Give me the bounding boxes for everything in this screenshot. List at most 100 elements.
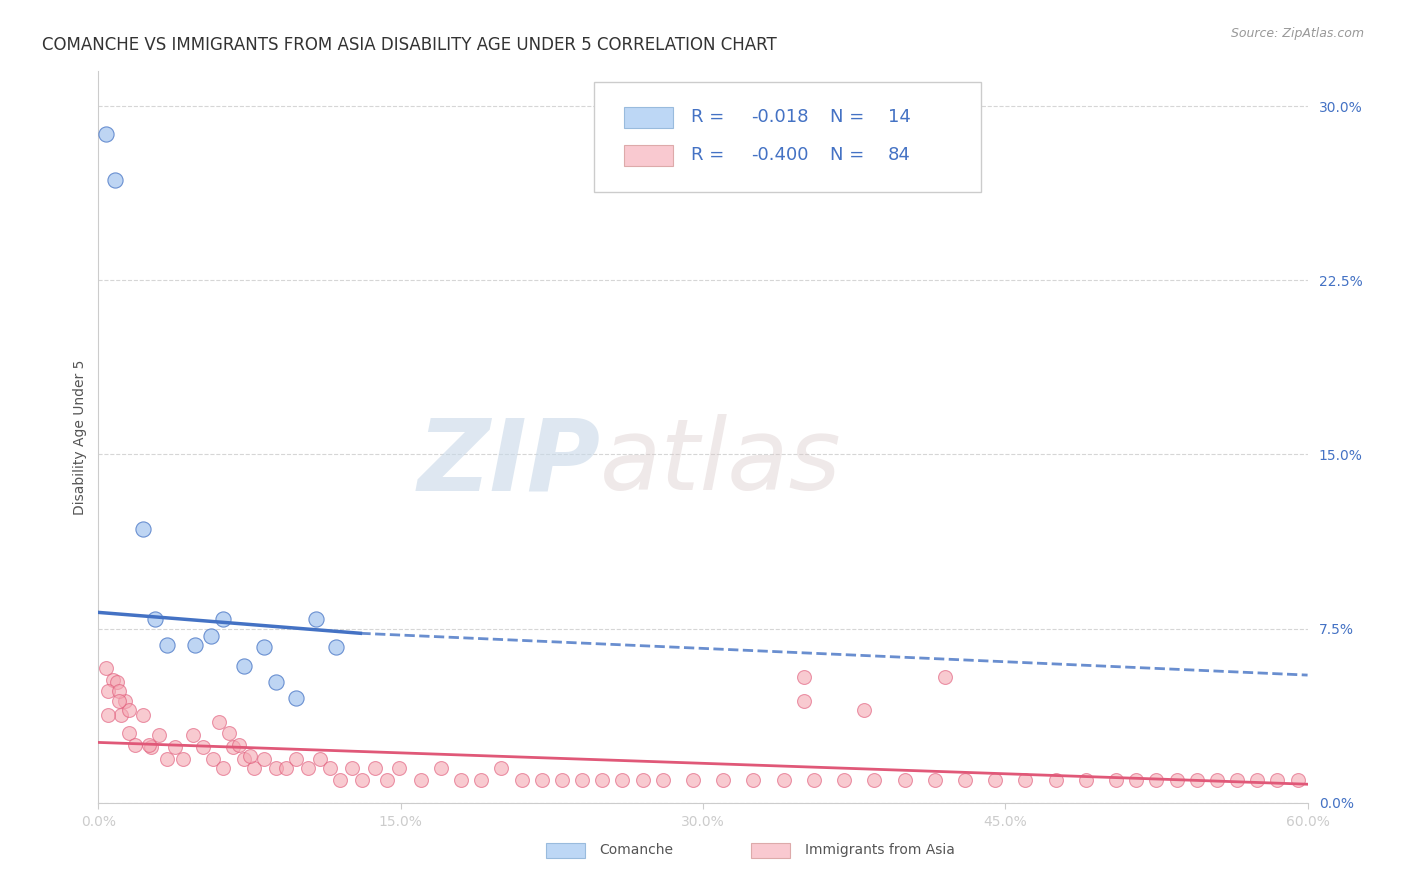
Point: [103, 173, 125, 187]
Point: [682, 772, 704, 787]
Point: [264, 675, 287, 690]
Point: [124, 738, 146, 752]
Point: [319, 761, 342, 775]
Point: [388, 761, 411, 775]
Point: [232, 658, 254, 673]
Point: [212, 761, 235, 775]
Text: Comanche: Comanche: [599, 843, 673, 857]
Point: [1246, 772, 1268, 787]
Point: [591, 772, 613, 787]
Point: [1185, 772, 1208, 787]
Point: [132, 707, 155, 722]
Point: [1074, 772, 1097, 787]
Point: [284, 752, 307, 766]
Text: Source: ZipAtlas.com: Source: ZipAtlas.com: [1230, 27, 1364, 40]
Point: [309, 752, 332, 766]
Point: [212, 612, 235, 626]
Point: [172, 752, 194, 766]
Point: [1226, 772, 1249, 787]
Point: [363, 761, 385, 775]
Point: [530, 772, 553, 787]
Point: [96, 127, 118, 141]
Point: [274, 761, 297, 775]
Text: atlas: atlas: [600, 414, 842, 511]
Point: [1286, 772, 1309, 787]
Point: [571, 772, 593, 787]
Point: [612, 772, 634, 787]
Point: [924, 772, 946, 787]
Point: [114, 693, 136, 707]
Text: 84: 84: [889, 146, 911, 164]
Point: [1125, 772, 1147, 787]
Point: [222, 740, 245, 755]
Text: Immigrants from Asia: Immigrants from Asia: [804, 843, 955, 857]
Point: [325, 640, 347, 655]
Point: [297, 761, 319, 775]
Point: [101, 673, 124, 687]
Point: [138, 738, 160, 752]
Point: [352, 772, 374, 787]
Point: [430, 761, 453, 775]
Point: [218, 726, 240, 740]
Point: [156, 752, 179, 766]
Point: [651, 772, 673, 787]
Point: [953, 772, 976, 787]
Point: [208, 714, 231, 729]
Text: 14: 14: [889, 109, 911, 127]
Point: [156, 638, 179, 652]
Text: ZIP: ZIP: [418, 414, 600, 511]
Text: -0.018: -0.018: [751, 109, 808, 127]
Bar: [624, 145, 673, 166]
Text: R =: R =: [690, 109, 730, 127]
Point: [305, 612, 328, 626]
Point: [118, 726, 141, 740]
Point: [793, 693, 815, 707]
Y-axis label: Disability Age Under 5: Disability Age Under 5: [73, 359, 87, 515]
Point: [228, 738, 250, 752]
Point: [551, 772, 574, 787]
Point: [97, 684, 120, 698]
Point: [470, 772, 492, 787]
Text: -0.400: -0.400: [751, 146, 808, 164]
Point: [984, 772, 1007, 787]
Point: [239, 749, 262, 764]
Point: [96, 661, 118, 675]
Point: [264, 761, 287, 775]
Point: [1267, 772, 1289, 787]
Point: [409, 772, 432, 787]
Point: [793, 670, 815, 684]
Point: [1206, 772, 1229, 787]
Point: [284, 691, 307, 706]
Point: [107, 684, 129, 698]
Point: [97, 707, 120, 722]
Point: [329, 772, 352, 787]
Point: [1166, 772, 1188, 787]
Point: [1014, 772, 1036, 787]
Point: [1045, 772, 1067, 787]
Point: [143, 612, 166, 626]
Point: [181, 729, 204, 743]
Point: [200, 629, 222, 643]
Point: [893, 772, 915, 787]
Point: [132, 522, 155, 536]
Point: [184, 638, 207, 652]
Point: [193, 740, 215, 755]
Point: [772, 772, 794, 787]
Point: [863, 772, 886, 787]
Point: [105, 675, 128, 690]
Point: [148, 729, 170, 743]
Point: [853, 703, 876, 717]
Point: [232, 752, 254, 766]
Point: [450, 772, 472, 787]
Point: [510, 772, 533, 787]
Point: [110, 707, 132, 722]
Point: [118, 703, 141, 717]
Point: [832, 772, 855, 787]
Point: [342, 761, 364, 775]
Point: [242, 761, 264, 775]
Point: [491, 761, 513, 775]
Point: [711, 772, 734, 787]
Bar: [751, 843, 790, 858]
Bar: [546, 843, 585, 858]
FancyBboxPatch shape: [595, 82, 981, 192]
